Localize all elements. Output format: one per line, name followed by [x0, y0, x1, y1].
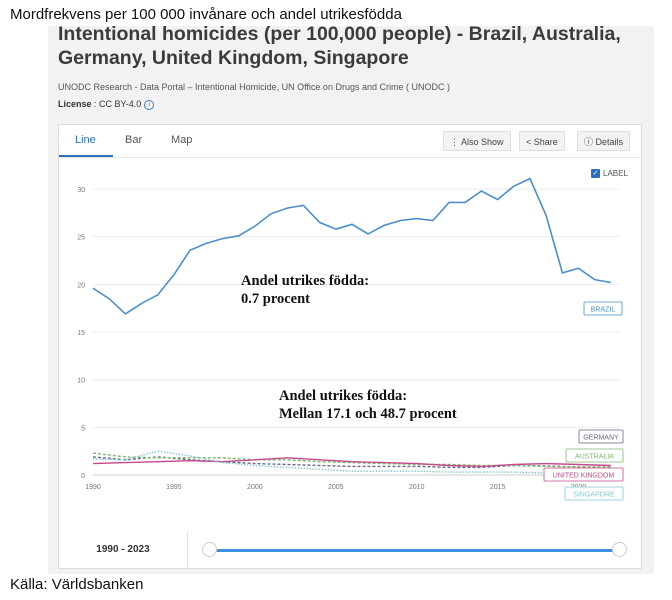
annotation-1-line-2: 0.7 procent — [241, 291, 311, 307]
slider-start-handle[interactable] — [202, 542, 217, 557]
details-label: Details — [595, 137, 624, 147]
tab-bar[interactable]: Bar — [125, 134, 143, 146]
license-value: : CC BY-4.0 — [91, 99, 142, 109]
annotation-low-foreign-born: Andel utrikes födda: 0.7 procent — [241, 272, 369, 308]
info-icon[interactable]: i — [144, 99, 155, 110]
top-caption: Mordfrekvens per 100 000 invånare och an… — [10, 6, 402, 23]
series-label-germany: GERMANY — [583, 435, 619, 442]
checkbox-checked-icon[interactable]: ✓ — [591, 169, 600, 179]
series-label-singapore: SINGAPORE — [573, 492, 615, 499]
license-key: License — [58, 99, 92, 109]
y-tick-label: 5 — [81, 425, 85, 432]
series-label-box-brazil — [583, 301, 623, 316]
annotation-2-line-1: Andel utrikes födda: — [279, 388, 408, 404]
line-chart: 0510152025301990199520002005201020152020… — [77, 177, 624, 501]
y-tick-label: 0 — [81, 473, 85, 480]
share-button[interactable]: < Share — [519, 131, 565, 151]
x-tick-label: 2000 — [247, 484, 263, 491]
source-line: UNODC Research - Data Portal – Intention… — [58, 82, 450, 92]
bottom-caption: Källa: Världsbanken — [10, 576, 144, 593]
annotation-high-foreign-born: Andel utrikes födda: Mellan 17.1 och 48.… — [279, 387, 457, 423]
series-label-australia: AUSTRALIA — [575, 454, 614, 461]
y-tick-label: 10 — [77, 378, 85, 385]
details-info-icon: ⓘ — [584, 137, 596, 147]
annotation-1-line-1: Andel utrikes födda: — [241, 273, 370, 289]
series-line-australia — [92, 452, 611, 468]
series-label-united-kingdom: UNITED KINGDOM — [553, 473, 615, 480]
x-tick-label: 2015 — [490, 484, 506, 491]
share-icon: < — [526, 137, 534, 147]
chart-type-tabs: Line Bar Map ⋮ Also Show < Share ⓘ Detai… — [59, 125, 641, 158]
chart-card: Line Bar Map ⋮ Also Show < Share ⓘ Detai… — [58, 124, 642, 534]
share-label: Share — [533, 137, 558, 147]
y-tick-label: 15 — [77, 330, 85, 337]
also-show-label: Also Show — [461, 137, 504, 147]
series-label-box-united-kingdom — [543, 467, 624, 482]
details-button[interactable]: ⓘ Details — [577, 131, 631, 151]
time-range-slider-track[interactable] — [209, 549, 619, 552]
series-label-box-singapore — [564, 486, 624, 501]
y-tick-label: 20 — [77, 282, 85, 289]
active-tab-underline — [59, 155, 113, 157]
series-line-brazil — [92, 177, 612, 315]
x-tick-label: 2010 — [409, 484, 425, 491]
x-tick-label: 2005 — [328, 484, 344, 491]
series-label-box-australia — [565, 448, 624, 463]
annotation-2-line-2: Mellan 17.1 och 48.7 procent — [279, 406, 457, 422]
tab-line[interactable]: Line — [75, 134, 96, 146]
series-line-singapore — [92, 450, 611, 474]
series-line-united-kingdom — [92, 457, 611, 468]
license-line: License : CC BY-4.0 i — [58, 99, 155, 110]
vertical-dots-icon: ⋮ — [450, 137, 462, 147]
y-tick-label: 30 — [77, 187, 85, 194]
time-range-bar: 1990 - 2023 — [58, 532, 642, 569]
x-tick-label: 1995 — [166, 484, 182, 491]
series-label-box-germany — [578, 429, 624, 444]
x-tick-label: 1990 — [85, 484, 101, 491]
tab-map[interactable]: Map — [171, 134, 193, 146]
label-toggle-text: LABEL — [603, 169, 628, 178]
slider-end-handle[interactable] — [612, 542, 627, 557]
label-toggle[interactable]: ✓ LABEL — [591, 169, 628, 179]
chart-title: Intentional homicides (per 100,000 peopl… — [58, 23, 621, 69]
time-range-label: 1990 - 2023 — [59, 532, 188, 568]
also-show-button[interactable]: ⋮ Also Show — [443, 131, 511, 151]
series-label-brazil: BRAZIL — [591, 307, 616, 314]
y-tick-label: 25 — [77, 235, 85, 242]
